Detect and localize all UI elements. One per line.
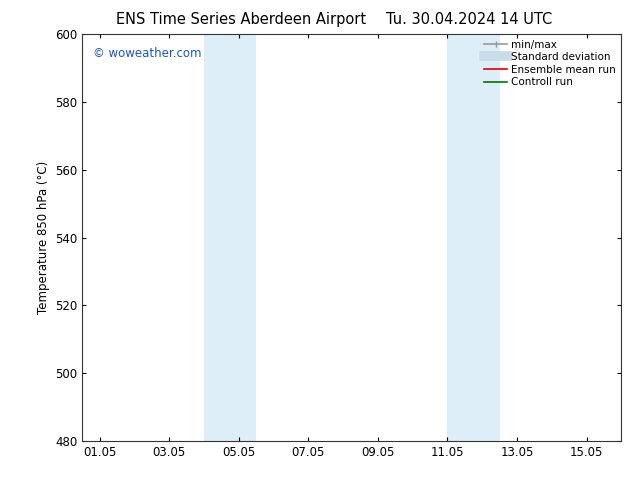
Legend: min/max, Standard deviation, Ensemble mean run, Controll run: min/max, Standard deviation, Ensemble me… bbox=[482, 37, 618, 89]
Bar bbox=[448, 34, 500, 441]
Text: ENS Time Series Aberdeen Airport: ENS Time Series Aberdeen Airport bbox=[116, 12, 366, 27]
Text: © woweather.com: © woweather.com bbox=[93, 47, 202, 59]
Y-axis label: Temperature 850 hPa (°C): Temperature 850 hPa (°C) bbox=[37, 161, 49, 314]
Text: Tu. 30.04.2024 14 UTC: Tu. 30.04.2024 14 UTC bbox=[386, 12, 552, 27]
Bar bbox=[204, 34, 256, 441]
